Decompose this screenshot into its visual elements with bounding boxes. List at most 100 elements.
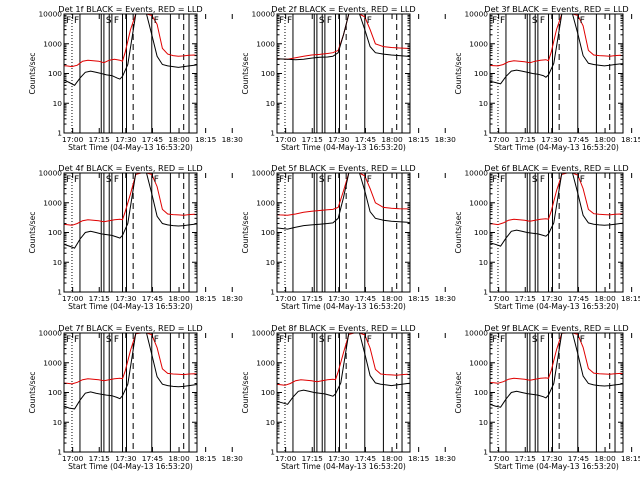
panel: F F S F F L1 10 100 1000 10000 17:00 17:15 17:30 17:4… — [454, 4, 640, 152]
x-tick-label: 17:30 — [541, 454, 563, 463]
panel-frame — [276, 13, 411, 134]
flag-label: F — [367, 16, 372, 26]
x-tick-label: 17:15 — [515, 135, 537, 144]
x-tick-label: 18:15 — [408, 294, 430, 303]
y-tick-label: 1 — [483, 288, 488, 297]
flag-label: F — [540, 335, 545, 345]
flag-label: F — [74, 335, 79, 345]
y-axis-label: Counts/sec — [454, 212, 463, 254]
x-tick-label: 18:00 — [381, 454, 403, 463]
y-tick-label: 10000 — [38, 169, 62, 178]
flag-label: S — [106, 335, 112, 345]
y-tick-label: 1 — [270, 129, 275, 138]
y-tick-label: 1 — [57, 288, 62, 297]
flag-label: F — [500, 335, 505, 345]
x-tick-label: 17:15 — [89, 454, 111, 463]
x-tick-label: 18:30 — [435, 294, 457, 303]
x-tick-label: 18:00 — [594, 294, 616, 303]
flag-label: F — [492, 175, 497, 185]
x-tick-label: 17:30 — [115, 454, 137, 463]
y-axis-label: Counts/sec — [28, 53, 37, 95]
x-tick-label: 18:15 — [195, 454, 217, 463]
flag-label: F — [279, 175, 284, 185]
y-tick-label: 10 — [266, 99, 276, 108]
y-tick-label: 100 — [261, 228, 275, 237]
black-series-line — [277, 14, 410, 61]
x-axis-label: Start Time (04-May-13 16:53:20) — [494, 302, 619, 311]
panel: F F S F F L1 10 100 1000 10000 17:00 17:15 17:30 17:4… — [454, 323, 640, 471]
y-tick-label: 100 — [474, 228, 488, 237]
y-tick-label: 1 — [483, 129, 488, 138]
y-tick-label: 100 — [48, 388, 62, 397]
x-tick-label: 17:45 — [355, 135, 377, 144]
x-tick-label: 17:15 — [89, 294, 111, 303]
y-tick-label: 10000 — [464, 10, 488, 19]
black-series-line — [490, 173, 623, 247]
flag-label: F — [500, 175, 505, 185]
red-series-line — [64, 173, 197, 226]
x-axis-label: Start Time (04-May-13 16:53:20) — [68, 143, 193, 152]
y-tick-label: 100 — [261, 388, 275, 397]
panel-frame — [63, 172, 198, 293]
flag-label: F — [279, 16, 284, 26]
panel-title: Det 7f BLACK = Events, RED = LLD — [58, 323, 202, 333]
flag-label: S — [319, 335, 325, 345]
x-tick-label: 17:30 — [115, 135, 137, 144]
y-tick-label: 1000 — [43, 198, 62, 207]
y-tick-label: 10 — [53, 418, 63, 427]
y-tick-label: 10000 — [464, 169, 488, 178]
x-tick-label: 18:15 — [408, 135, 430, 144]
red-series-line — [277, 173, 410, 216]
y-tick-label: 1 — [270, 448, 275, 457]
x-tick-label: 17:45 — [568, 294, 590, 303]
x-axis-label: Start Time (04-May-13 16:53:20) — [281, 302, 406, 311]
x-axis-label: Start Time (04-May-13 16:53:20) — [68, 302, 193, 311]
flag-label: F — [154, 175, 159, 185]
flag-label: F — [154, 16, 159, 26]
x-axis-label: Start Time (04-May-13 16:53:20) — [281, 462, 406, 471]
flag-label: S — [319, 175, 325, 185]
y-axis-label: Counts/sec — [241, 372, 250, 414]
flag-label: F — [74, 175, 79, 185]
y-axis-label: Counts/sec — [28, 372, 37, 414]
y-tick-label: 100 — [261, 69, 275, 78]
panel: F F S F F L1 10 100 1000 10000 17:00 17:15 17:30 17:4… — [241, 323, 456, 471]
x-tick-label: 18:30 — [435, 135, 457, 144]
x-tick-label: 17:15 — [302, 135, 324, 144]
y-tick-label: 100 — [48, 228, 62, 237]
flag-label: F — [367, 335, 372, 345]
x-tick-label: 18:00 — [381, 135, 403, 144]
panel-title: Det 6f BLACK = Events, RED = LLD — [484, 163, 628, 173]
y-tick-label: 1000 — [256, 198, 275, 207]
x-tick-label: 18:15 — [195, 294, 217, 303]
panel-title: Det 4f BLACK = Events, RED = LLD — [58, 163, 202, 173]
y-tick-label: 10000 — [38, 329, 62, 338]
y-tick-label: 1 — [483, 448, 488, 457]
flag-label: F — [66, 16, 71, 26]
flag-label: F — [66, 335, 71, 345]
y-tick-label: 10000 — [38, 10, 62, 19]
flag-label: F — [580, 16, 585, 26]
y-tick-label: 10 — [53, 99, 63, 108]
x-tick-label: 17:15 — [515, 454, 537, 463]
x-tick-label: 17:15 — [515, 294, 537, 303]
y-tick-label: 10 — [479, 258, 489, 267]
y-axis-label: Counts/sec — [454, 372, 463, 414]
y-tick-label: 10 — [266, 258, 276, 267]
x-axis-label: Start Time (04-May-13 16:53:20) — [494, 143, 619, 152]
y-tick-label: 1000 — [256, 39, 275, 48]
red-series-line — [490, 14, 623, 67]
y-tick-label: 1000 — [469, 39, 488, 48]
x-axis-label: Start Time (04-May-13 16:53:20) — [68, 462, 193, 471]
x-tick-label: 17:45 — [142, 454, 164, 463]
x-tick-label: 17:15 — [302, 294, 324, 303]
panel-title: Det 2f BLACK = Events, RED = LLD — [271, 4, 415, 14]
x-tick-label: 17:45 — [568, 135, 590, 144]
panel: F F S F F L1 10 100 1000 10000 17:00 17:15 17:30 17:4… — [28, 163, 243, 311]
flag-label: F — [74, 16, 79, 26]
y-tick-label: 10000 — [251, 10, 275, 19]
